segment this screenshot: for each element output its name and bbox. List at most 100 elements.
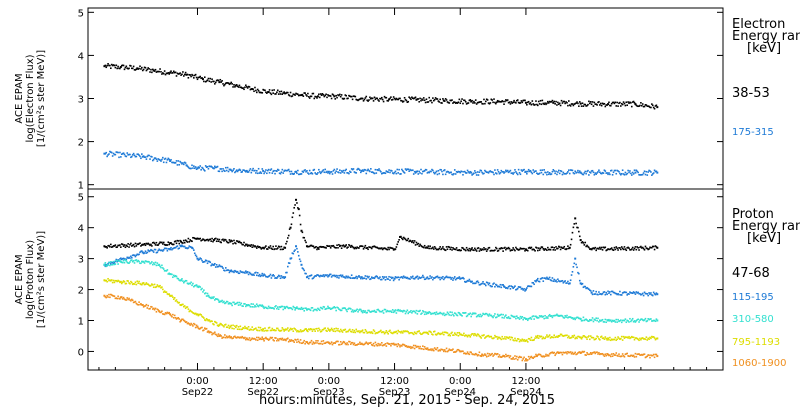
trace-dot	[178, 163, 181, 166]
trace-dot	[562, 247, 565, 249]
trace-dot	[623, 355, 626, 358]
trace-dot	[165, 72, 168, 75]
trace-dot	[168, 311, 170, 314]
trace-dot	[281, 305, 284, 308]
trace-dot	[120, 153, 123, 155]
trace-dot	[285, 339, 287, 342]
trace-dot	[294, 328, 296, 330]
trace-dot	[431, 333, 433, 335]
trace-dot	[264, 306, 266, 309]
trace-dot	[642, 105, 645, 108]
trace-dot	[397, 98, 400, 101]
trace-dot	[651, 336, 654, 338]
trace-dot	[266, 329, 268, 332]
trace-dot	[207, 260, 210, 263]
trace-dot	[335, 327, 337, 330]
trace-dot	[480, 337, 483, 339]
trace-dot	[396, 309, 399, 312]
trace-dot	[361, 169, 364, 171]
trace-dot	[565, 316, 567, 319]
trace-dot	[276, 247, 279, 249]
trace-dot	[193, 312, 195, 315]
trace-dot	[385, 96, 388, 99]
trace-dot	[261, 272, 264, 275]
trace-dot	[605, 249, 608, 252]
trace-dot	[553, 246, 556, 249]
trace-dot	[396, 276, 399, 279]
trace-dot	[634, 337, 637, 339]
trace-dot	[636, 337, 639, 340]
trace-dot	[551, 351, 554, 354]
trace-dot	[382, 312, 385, 314]
trace-dot	[304, 272, 306, 275]
trace-dot	[220, 168, 223, 170]
trace-dot	[643, 248, 646, 251]
trace-dot	[613, 102, 616, 105]
data-point	[497, 314, 500, 317]
trace-dot	[143, 262, 146, 264]
trace-dot	[349, 170, 351, 173]
trace-dot	[131, 254, 134, 257]
trace-dot	[353, 171, 356, 173]
trace-dot	[523, 356, 525, 359]
trace-dot	[203, 327, 206, 329]
trace-dot	[621, 169, 624, 172]
trace-dot	[515, 171, 517, 173]
trace-dot	[630, 248, 633, 250]
trace-dot	[419, 332, 421, 334]
trace-dot	[156, 308, 159, 311]
trace-dot	[326, 274, 328, 276]
trace-dot	[646, 320, 649, 322]
trace-dot	[574, 102, 576, 105]
trace-dot	[508, 101, 511, 103]
trace-dot	[349, 95, 352, 98]
trace-dot	[287, 94, 290, 96]
trace-dot	[288, 170, 291, 173]
trace-dot	[170, 246, 172, 249]
trace-dot	[118, 244, 120, 247]
trace-dot	[162, 250, 164, 252]
trace-dot	[244, 325, 246, 328]
trace-dot	[504, 336, 506, 338]
trace-dot	[137, 243, 139, 246]
trace-dot	[633, 338, 636, 341]
trace-dot	[573, 352, 576, 355]
trace-dot	[329, 308, 332, 311]
data-point	[289, 257, 292, 260]
trace-dot	[309, 244, 312, 247]
trace-dot	[541, 277, 544, 279]
trace-dot	[611, 101, 614, 104]
trace-dot	[175, 245, 178, 248]
trace-dot	[392, 342, 395, 345]
trace-dot	[628, 355, 630, 358]
trace-dot	[358, 247, 360, 249]
trace-dot	[612, 320, 615, 322]
trace-dot	[368, 342, 370, 344]
trace-dot	[345, 275, 347, 278]
trace-dot	[650, 171, 652, 173]
trace-dot	[438, 312, 441, 315]
trace-dot	[387, 171, 389, 173]
trace-dot	[230, 239, 233, 242]
trace-dot	[643, 353, 646, 355]
trace-dot	[576, 226, 578, 229]
trace-dot	[488, 353, 491, 355]
trace-dot	[130, 298, 133, 301]
trace-dot	[625, 336, 628, 339]
trace-dot	[421, 172, 423, 175]
trace-dot	[577, 352, 579, 354]
trace-dot	[440, 312, 442, 315]
trace-dot	[235, 84, 238, 86]
trace-dot	[478, 351, 481, 354]
data-point	[212, 239, 215, 242]
trace-dot	[399, 330, 401, 333]
trace-dot	[357, 310, 359, 313]
trace-dot	[571, 335, 574, 337]
trace-dot	[599, 104, 601, 106]
trace-dot	[622, 319, 625, 322]
trace-dot	[271, 327, 274, 330]
trace-dot	[290, 170, 293, 173]
trace-dot	[125, 155, 128, 158]
trace-dot	[280, 338, 283, 341]
trace-dot	[611, 174, 614, 176]
